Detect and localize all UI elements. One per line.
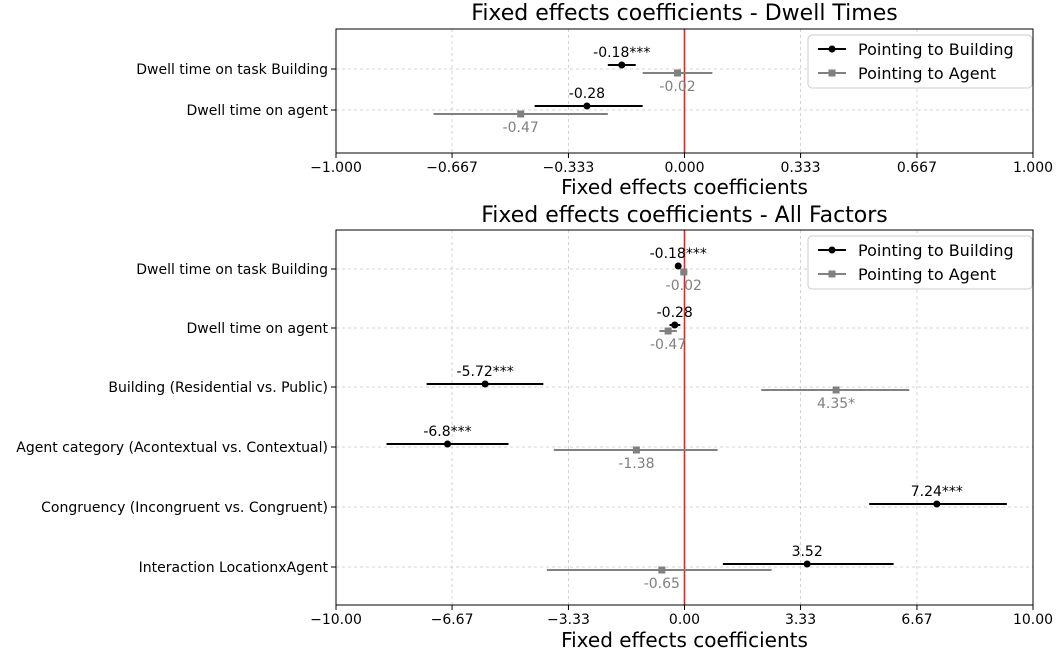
point-marker: [618, 61, 626, 69]
point-marker: [632, 446, 640, 454]
x-tick-label: 10.00: [1013, 612, 1053, 628]
legend-marker: [828, 270, 836, 278]
point-marker: [933, 500, 941, 508]
data-label: -0.47: [650, 337, 686, 353]
x-tick-label: −10.00: [310, 612, 362, 628]
data-label: -1.38: [618, 456, 654, 472]
point-marker: [803, 560, 811, 568]
x-tick-label: 0.000: [664, 160, 704, 176]
legend-label: Pointing to Agent: [858, 64, 996, 83]
legend-box: [807, 34, 1033, 89]
chart-title: Fixed effects coefficients - Dwell Times: [471, 1, 897, 26]
data-label: -5.72***: [457, 364, 514, 380]
legend-box: [807, 235, 1033, 290]
y-category-label: Dwell time on agent: [187, 321, 329, 337]
data-label: -0.18***: [593, 45, 650, 61]
y-category-label: Interaction LocationxAgent: [139, 560, 329, 576]
y-category-label: Congruency (Incongruent vs. Congruent): [41, 500, 328, 516]
data-label: 4.35*: [817, 396, 855, 412]
y-category-label: Building (Residential vs. Public): [108, 380, 328, 396]
point-marker: [658, 566, 666, 574]
point-marker: [481, 380, 489, 388]
point-marker: [444, 440, 452, 448]
x-tick-label: 0.667: [897, 160, 937, 176]
data-label: 7.24***: [911, 484, 963, 500]
data-label: -0.02: [666, 278, 702, 294]
y-category-label: Dwell time on agent: [187, 103, 329, 119]
x-axis-label: Fixed effects coefficients: [561, 175, 808, 199]
legend-label: Pointing to Building: [858, 40, 1014, 59]
x-axis-label: Fixed effects coefficients: [561, 628, 808, 652]
x-tick-label: 0.333: [781, 160, 821, 176]
y-category-label: Agent category (Acontextual vs. Contextu…: [16, 440, 328, 456]
x-tick-label: −0.333: [543, 160, 595, 176]
x-tick-label: 0.00: [669, 612, 700, 628]
x-tick-label: 1.000: [1013, 160, 1053, 176]
legend-label: Pointing to Building: [858, 241, 1014, 260]
y-category-label: Dwell time on task Building: [136, 262, 328, 278]
point-marker: [664, 327, 672, 335]
legend-label: Pointing to Agent: [858, 265, 996, 284]
legend-marker: [828, 246, 836, 254]
data-label: -0.65: [644, 576, 680, 592]
point-marker: [583, 102, 591, 110]
x-tick-label: 3.33: [785, 612, 816, 628]
point-marker: [832, 386, 840, 394]
point-marker: [674, 262, 682, 270]
data-label: -0.28: [569, 86, 605, 102]
data-label: -0.18***: [650, 246, 707, 262]
x-tick-label: −3.33: [547, 612, 590, 628]
y-category-label: Dwell time on task Building: [136, 62, 328, 78]
legend-marker: [828, 45, 836, 53]
point-marker: [680, 268, 688, 276]
x-tick-label: −1.000: [310, 160, 362, 176]
x-tick-label: −0.667: [426, 160, 478, 176]
point-marker: [671, 321, 679, 329]
chart-title: Fixed effects coefficients - All Factors: [481, 203, 888, 228]
data-label: -0.28: [657, 305, 693, 321]
x-tick-label: 6.67: [901, 612, 932, 628]
data-label: -6.8***: [423, 424, 471, 440]
all-factors-chart: Fixed effects coefficients - All Factors…: [16, 203, 1053, 652]
point-marker: [674, 69, 682, 77]
dwell-times-chart: Fixed effects coefficients - Dwell Times…: [136, 1, 1053, 199]
data-label: -0.02: [659, 79, 695, 95]
data-label: 3.52: [792, 544, 823, 560]
data-label: -0.47: [503, 120, 539, 136]
legend-marker: [828, 69, 836, 77]
x-tick-label: −6.67: [431, 612, 474, 628]
point-marker: [517, 110, 525, 118]
